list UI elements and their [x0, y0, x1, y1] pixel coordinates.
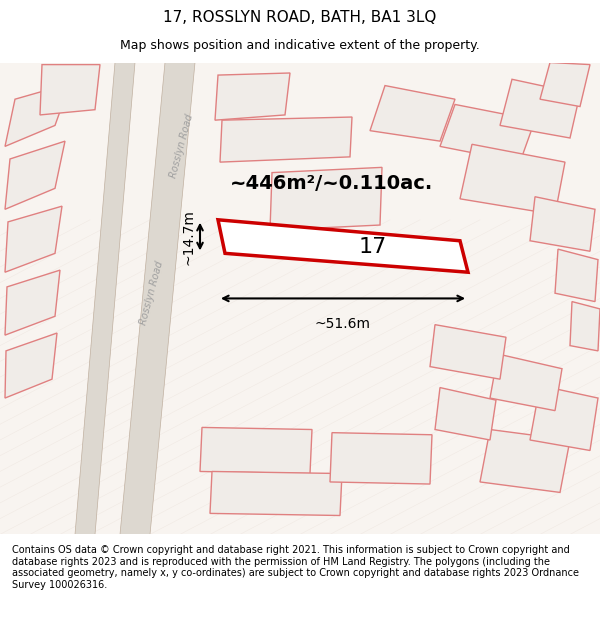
- Polygon shape: [5, 333, 57, 398]
- Polygon shape: [490, 354, 562, 411]
- Text: ~51.6m: ~51.6m: [315, 318, 371, 331]
- Polygon shape: [540, 62, 590, 106]
- Polygon shape: [215, 73, 290, 120]
- Text: 17, ROSSLYN ROAD, BATH, BA1 3LQ: 17, ROSSLYN ROAD, BATH, BA1 3LQ: [163, 10, 437, 25]
- Polygon shape: [500, 79, 580, 138]
- Polygon shape: [210, 471, 342, 516]
- Polygon shape: [270, 168, 382, 230]
- Polygon shape: [555, 249, 598, 302]
- Text: Map shows position and indicative extent of the property.: Map shows position and indicative extent…: [120, 39, 480, 51]
- Text: 17: 17: [359, 236, 387, 256]
- Text: Rosslyn Road: Rosslyn Road: [139, 260, 166, 326]
- Polygon shape: [5, 206, 62, 272]
- Polygon shape: [200, 428, 312, 474]
- Polygon shape: [430, 324, 506, 379]
- Polygon shape: [530, 386, 598, 451]
- Polygon shape: [5, 84, 70, 146]
- Polygon shape: [370, 86, 455, 141]
- Polygon shape: [460, 144, 565, 214]
- Polygon shape: [75, 62, 135, 534]
- Text: Contains OS data © Crown copyright and database right 2021. This information is : Contains OS data © Crown copyright and d…: [12, 545, 579, 590]
- Text: ~446m²/~0.110ac.: ~446m²/~0.110ac.: [230, 174, 433, 192]
- Polygon shape: [440, 104, 535, 162]
- Polygon shape: [40, 64, 100, 115]
- Polygon shape: [480, 429, 570, 493]
- Text: ~14.7m: ~14.7m: [181, 209, 195, 264]
- Polygon shape: [530, 197, 595, 251]
- Polygon shape: [5, 270, 60, 335]
- Polygon shape: [435, 388, 496, 440]
- Polygon shape: [218, 220, 468, 272]
- Polygon shape: [220, 117, 352, 162]
- Text: Rosslyn Road: Rosslyn Road: [169, 113, 196, 179]
- Polygon shape: [570, 302, 600, 351]
- Polygon shape: [5, 141, 65, 209]
- Polygon shape: [120, 62, 195, 534]
- Polygon shape: [330, 432, 432, 484]
